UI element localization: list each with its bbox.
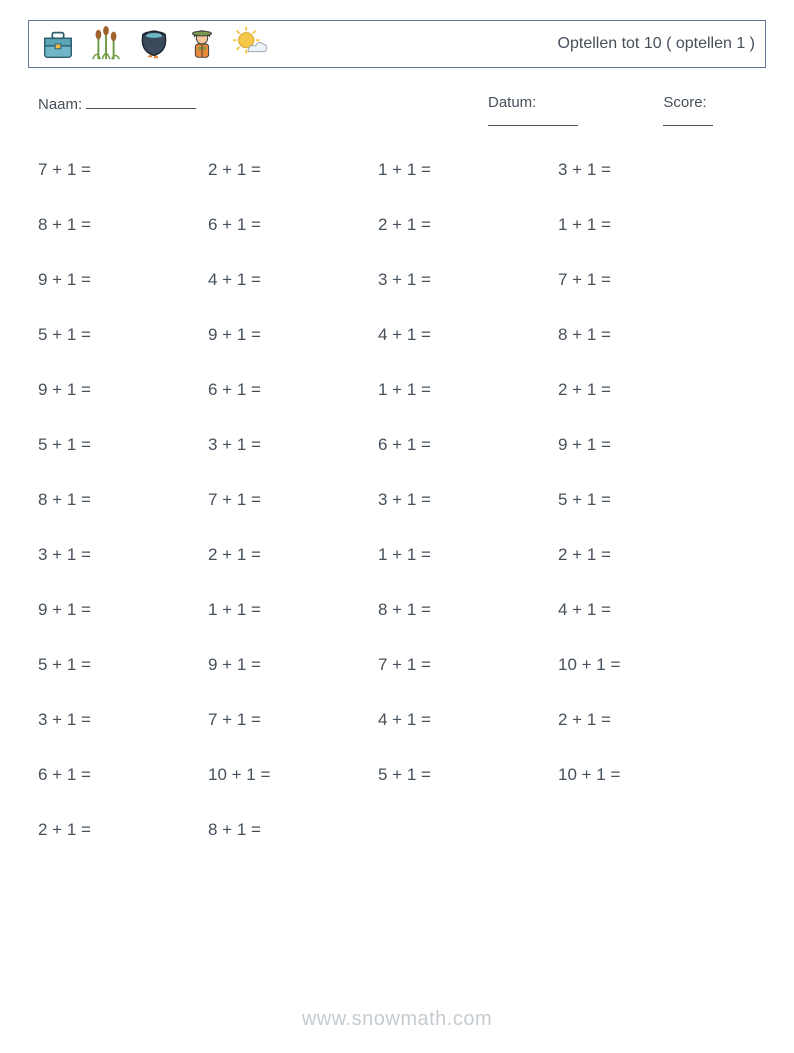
problem-cell: 1 + 1 = bbox=[378, 380, 558, 400]
cauldron-icon bbox=[135, 25, 173, 63]
problem-cell: 4 + 1 = bbox=[378, 325, 558, 345]
problem-row: 7 + 1 =2 + 1 =1 + 1 =3 + 1 = bbox=[38, 160, 756, 180]
problem-cell: 8 + 1 = bbox=[378, 600, 558, 620]
problem-cell: 5 + 1 = bbox=[558, 490, 728, 510]
meta-name: Naam: bbox=[38, 94, 488, 130]
problem-cell: 4 + 1 = bbox=[378, 710, 558, 730]
problem-row: 2 + 1 =8 + 1 = bbox=[38, 820, 756, 840]
problem-cell: 4 + 1 = bbox=[208, 270, 378, 290]
problem-cell: 2 + 1 = bbox=[208, 545, 378, 565]
score-label: Score: bbox=[663, 94, 706, 111]
problem-cell: 9 + 1 = bbox=[558, 435, 728, 455]
problem-cell bbox=[378, 820, 558, 840]
problem-cell: 7 + 1 = bbox=[208, 490, 378, 510]
problem-cell: 3 + 1 = bbox=[208, 435, 378, 455]
problem-cell: 10 + 1 = bbox=[558, 765, 728, 785]
problem-cell: 2 + 1 = bbox=[558, 710, 728, 730]
date-label: Datum: bbox=[488, 94, 536, 111]
problem-row: 3 + 1 =2 + 1 =1 + 1 =2 + 1 = bbox=[38, 545, 756, 565]
problem-cell: 9 + 1 = bbox=[208, 655, 378, 675]
problem-cell: 1 + 1 = bbox=[558, 215, 728, 235]
date-blank bbox=[488, 111, 578, 126]
problem-cell: 3 + 1 = bbox=[558, 160, 728, 180]
problem-cell: 3 + 1 = bbox=[38, 710, 208, 730]
problem-row: 5 + 1 =9 + 1 =7 + 1 =10 + 1 = bbox=[38, 655, 756, 675]
problem-cell: 2 + 1 = bbox=[378, 215, 558, 235]
meta-date: Datum: bbox=[488, 94, 623, 130]
problem-row: 3 + 1 =7 + 1 =4 + 1 =2 + 1 = bbox=[38, 710, 756, 730]
name-label: Naam: bbox=[38, 96, 82, 113]
problem-cell: 2 + 1 = bbox=[558, 545, 728, 565]
problem-row: 6 + 1 =10 + 1 =5 + 1 =10 + 1 = bbox=[38, 765, 756, 785]
name-blank bbox=[86, 94, 196, 109]
problem-cell: 7 + 1 = bbox=[378, 655, 558, 675]
meta-row: Naam: Datum: Score: bbox=[28, 94, 766, 130]
problem-cell: 6 + 1 = bbox=[38, 765, 208, 785]
problem-cell: 2 + 1 = bbox=[558, 380, 728, 400]
problem-cell: 9 + 1 = bbox=[38, 270, 208, 290]
problem-cell: 3 + 1 = bbox=[378, 270, 558, 290]
problem-cell: 9 + 1 = bbox=[38, 600, 208, 620]
worksheet-page: Optellen tot 10 ( optellen 1 ) Naam: Dat… bbox=[0, 0, 794, 1053]
problem-row: 5 + 1 =9 + 1 =4 + 1 =8 + 1 = bbox=[38, 325, 756, 345]
problems-grid: 7 + 1 =2 + 1 =1 + 1 =3 + 1 =8 + 1 =6 + 1… bbox=[28, 160, 766, 840]
problem-cell: 7 + 1 = bbox=[38, 160, 208, 180]
problem-cell: 5 + 1 = bbox=[38, 325, 208, 345]
problem-cell: 5 + 1 = bbox=[38, 655, 208, 675]
problem-cell: 8 + 1 = bbox=[38, 215, 208, 235]
header-icon-row bbox=[39, 25, 269, 63]
sun-cloud-icon bbox=[231, 25, 269, 63]
score-blank bbox=[663, 111, 713, 126]
problem-row: 8 + 1 =7 + 1 =3 + 1 =5 + 1 = bbox=[38, 490, 756, 510]
meta-score: Score: bbox=[663, 94, 756, 130]
problem-cell: 10 + 1 = bbox=[208, 765, 378, 785]
problem-cell: 5 + 1 = bbox=[378, 765, 558, 785]
problem-cell: 2 + 1 = bbox=[208, 160, 378, 180]
footer-watermark: www.snowmath.com bbox=[0, 1008, 794, 1031]
problem-cell: 10 + 1 = bbox=[558, 655, 728, 675]
problem-row: 5 + 1 =3 + 1 =6 + 1 =9 + 1 = bbox=[38, 435, 756, 455]
problem-cell: 8 + 1 = bbox=[38, 490, 208, 510]
problem-cell: 3 + 1 = bbox=[38, 545, 208, 565]
problem-cell: 3 + 1 = bbox=[378, 490, 558, 510]
problem-cell: 8 + 1 = bbox=[208, 820, 378, 840]
problem-cell: 2 + 1 = bbox=[38, 820, 208, 840]
problem-cell: 7 + 1 = bbox=[558, 270, 728, 290]
problem-row: 9 + 1 =6 + 1 =1 + 1 =2 + 1 = bbox=[38, 380, 756, 400]
worksheet-title: Optellen tot 10 ( optellen 1 ) bbox=[558, 35, 755, 53]
problem-cell: 5 + 1 = bbox=[38, 435, 208, 455]
problem-cell: 6 + 1 = bbox=[208, 215, 378, 235]
problem-cell: 8 + 1 = bbox=[558, 325, 728, 345]
problem-cell: 6 + 1 = bbox=[378, 435, 558, 455]
problem-cell: 7 + 1 = bbox=[208, 710, 378, 730]
problem-row: 9 + 1 =4 + 1 =3 + 1 =7 + 1 = bbox=[38, 270, 756, 290]
problem-row: 8 + 1 =6 + 1 =2 + 1 =1 + 1 = bbox=[38, 215, 756, 235]
problem-cell: 1 + 1 = bbox=[208, 600, 378, 620]
problem-cell: 6 + 1 = bbox=[208, 380, 378, 400]
header-box: Optellen tot 10 ( optellen 1 ) bbox=[28, 20, 766, 68]
problem-cell: 9 + 1 = bbox=[38, 380, 208, 400]
problem-cell: 1 + 1 = bbox=[378, 545, 558, 565]
briefcase-icon bbox=[39, 25, 77, 63]
problem-cell: 9 + 1 = bbox=[208, 325, 378, 345]
explorer-icon bbox=[183, 25, 221, 63]
problem-cell: 1 + 1 = bbox=[378, 160, 558, 180]
problem-row: 9 + 1 =1 + 1 =8 + 1 =4 + 1 = bbox=[38, 600, 756, 620]
problem-cell bbox=[558, 820, 728, 840]
reeds-icon bbox=[87, 25, 125, 63]
problem-cell: 4 + 1 = bbox=[558, 600, 728, 620]
